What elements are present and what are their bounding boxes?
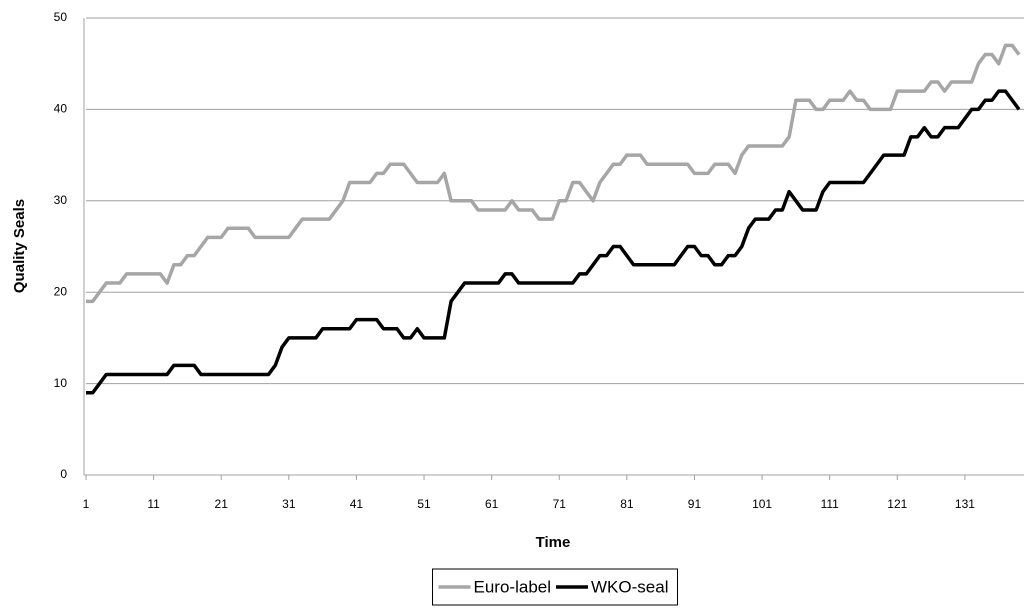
x-tick-label: 131 [955, 497, 975, 511]
y-tick-label: 20 [54, 284, 68, 298]
x-tick-label: 81 [620, 497, 634, 511]
y-axis-label: Quality Seals [11, 199, 28, 293]
x-tick-label: 121 [887, 497, 907, 511]
x-tick-label: 61 [485, 497, 499, 511]
legend: Euro-label WKO-seal [432, 568, 678, 606]
series-line [86, 89, 1021, 395]
legend-label: WKO-seal [591, 577, 668, 596]
x-tick-label: 11 [147, 497, 160, 511]
x-tick-label: 91 [688, 497, 702, 511]
y-tick-label: 30 [54, 193, 68, 207]
y-tick-label: 50 [54, 10, 68, 24]
x-axis-label: Time [536, 534, 571, 551]
y-tick-label: 40 [54, 102, 68, 116]
series-line [86, 43, 1021, 304]
legend-box [432, 568, 678, 606]
x-tick-label: 101 [752, 497, 772, 511]
x-tick-label: 21 [215, 497, 229, 511]
x-tick-label: 41 [350, 497, 364, 511]
x-tick-label: 111 [821, 497, 840, 511]
x-tick-label: 31 [282, 497, 296, 511]
x-tick-label: 1 [83, 497, 90, 511]
y-tick-label: 0 [60, 467, 67, 481]
legend-label: Euro-label [474, 577, 552, 596]
y-tick-label: 10 [54, 376, 68, 390]
x-tick-label: 71 [553, 497, 567, 511]
x-tick-label: 51 [417, 497, 431, 511]
